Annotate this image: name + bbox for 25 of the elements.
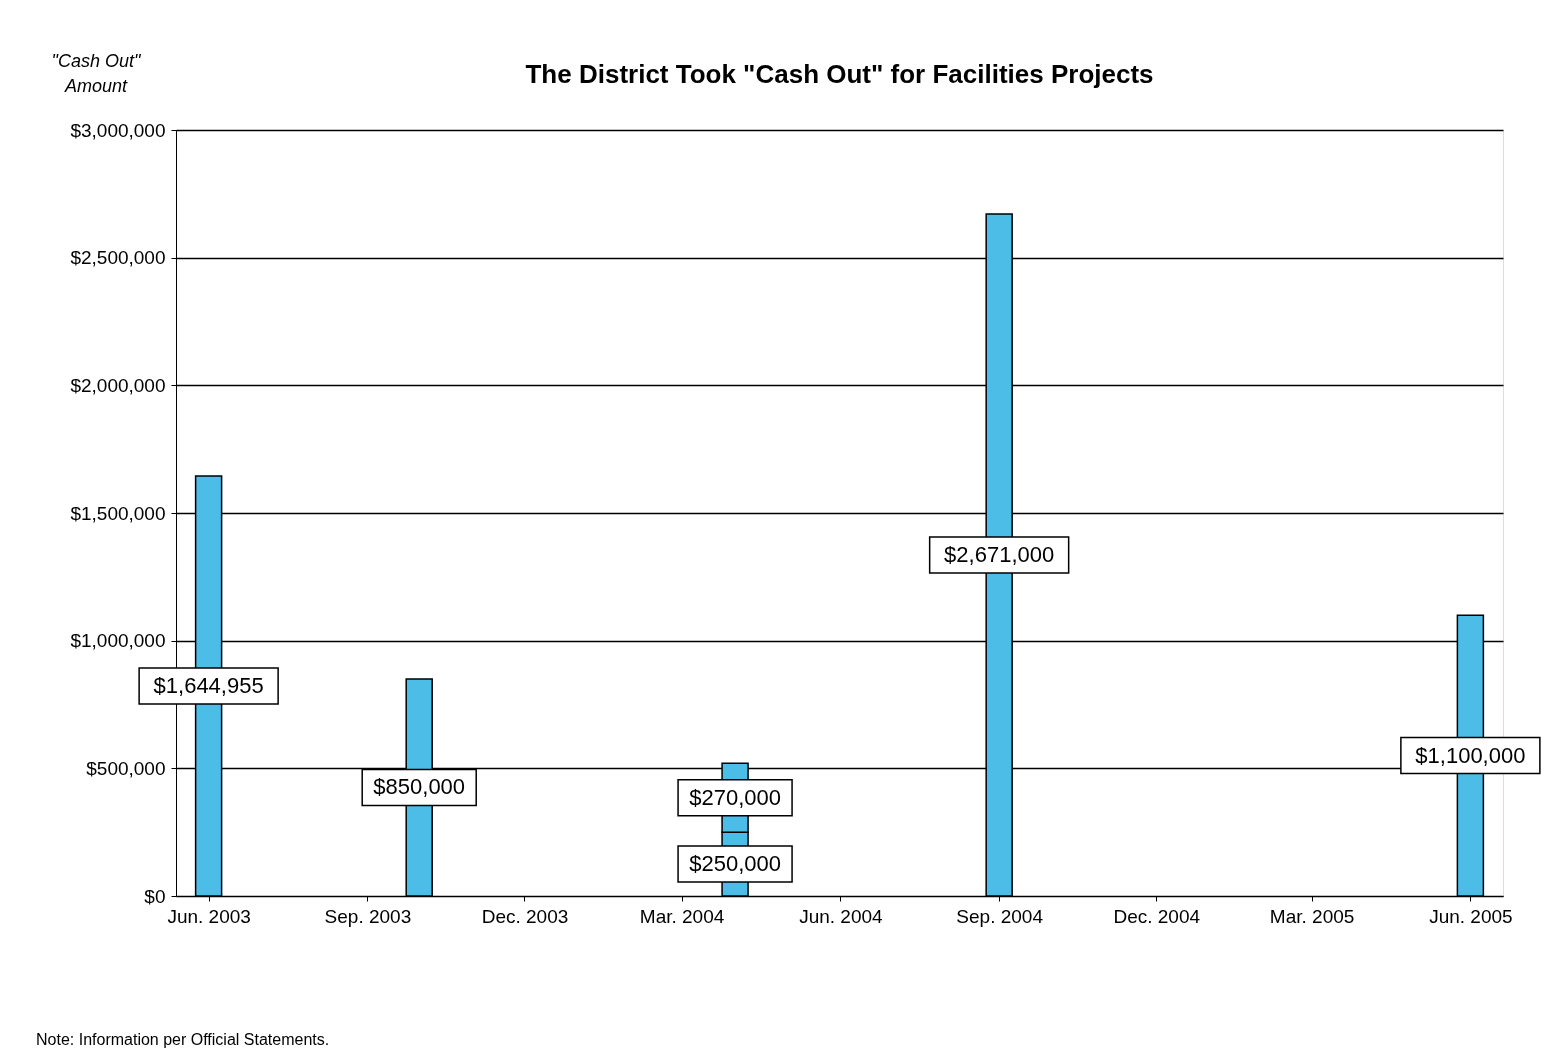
y-tick-label: $2,000,000 xyxy=(70,374,166,396)
x-tick-label: Sep. 2003 xyxy=(324,905,412,927)
data-label: $270,000 xyxy=(689,784,781,810)
y-tick-label: $3,000,000 xyxy=(70,119,166,141)
data-label: $250,000 xyxy=(689,851,781,877)
data-label: $1,644,955 xyxy=(153,672,264,698)
y-tick-label: $1,000,000 xyxy=(70,630,166,652)
x-tick-label: Jun. 2003 xyxy=(167,905,251,927)
y-tick-label: $2,500,000 xyxy=(70,247,166,269)
y-tick-label: $0 xyxy=(144,885,166,907)
chart-title: The District Took "Cash Out" for Facilities Projects xyxy=(525,59,1154,89)
x-tick-label: Jun. 2004 xyxy=(799,905,884,927)
y-tick-label: $1,500,000 xyxy=(70,502,166,524)
x-tick-label: Dec. 2003 xyxy=(481,905,569,927)
x-tick-label: Dec. 2004 xyxy=(1113,905,1201,927)
data-label: $2,671,000 xyxy=(944,542,1055,567)
data-label: $850,000 xyxy=(373,774,466,800)
data-label: $1,100,000 xyxy=(1415,742,1526,768)
x-tick-label: Sep. 2004 xyxy=(956,905,1044,927)
x-tick-label: Jun. 2005 xyxy=(1429,905,1513,927)
x-tick-label: Mar. 2005 xyxy=(1269,905,1355,927)
text: Note: Information per Official Statements. xyxy=(36,1031,330,1048)
x-tick-label: Mar. 2004 xyxy=(639,905,725,927)
y-tick-label: $500,000 xyxy=(86,757,166,779)
y-axis-title: "Cash Out" Amount xyxy=(51,51,143,96)
